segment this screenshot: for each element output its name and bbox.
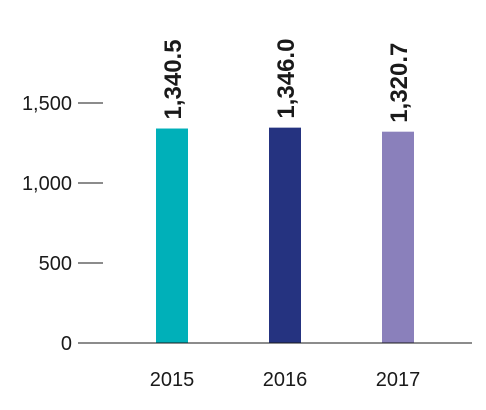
bar-2017 — [382, 131, 414, 343]
x-tick-label: 2015 — [150, 369, 195, 391]
bars-group: 1,340.5 1,346.0 1,320.7 — [156, 39, 414, 343]
bar-2016 — [269, 127, 301, 343]
data-label: 1,340.5 — [160, 39, 187, 119]
y-axis: 0 500 1,000 1,500 — [22, 93, 103, 355]
x-axis: 2015 2016 2017 — [78, 342, 472, 391]
y-tick-label: 500 — [39, 253, 72, 275]
data-label: 1,320.7 — [386, 43, 413, 123]
data-label: 1,346.0 — [273, 39, 300, 119]
x-tick-label: 2016 — [263, 369, 308, 391]
y-tick-label: 0 — [61, 333, 72, 355]
y-tick-label: 1,500 — [22, 93, 72, 115]
bar-2015 — [156, 128, 188, 343]
y-tick-label: 1,000 — [22, 173, 72, 195]
x-tick-label: 2017 — [376, 369, 421, 391]
